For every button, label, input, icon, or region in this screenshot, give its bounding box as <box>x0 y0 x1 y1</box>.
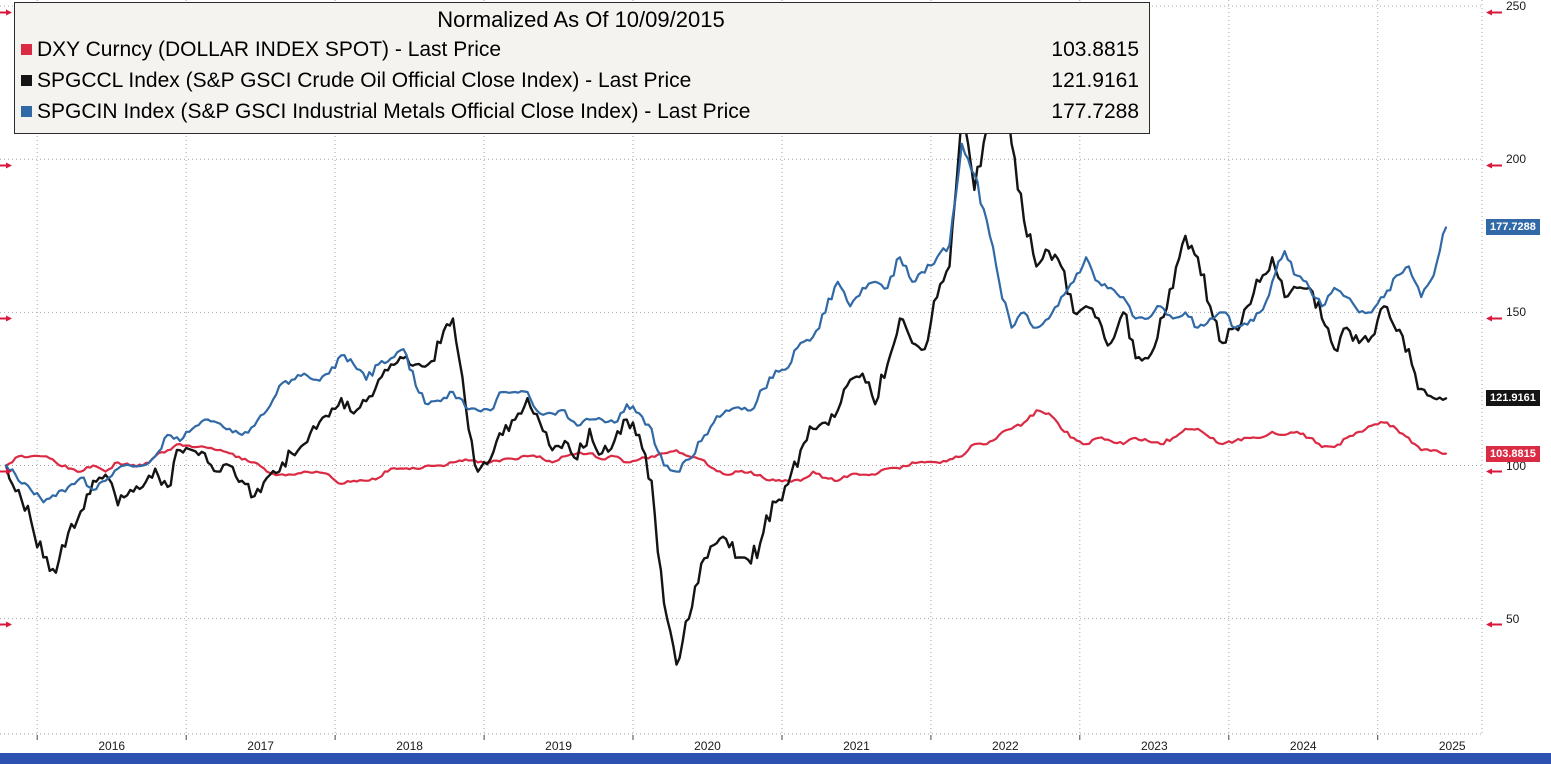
x-axis-year-label: 2025 <box>1438 739 1466 753</box>
y-axis-left-tick-icon <box>0 156 12 169</box>
y-axis-tick-arrow-icon <box>1486 3 1502 16</box>
gridlines <box>0 0 1483 735</box>
y-axis-left-tick-icon <box>0 615 12 628</box>
y-axis-tick-arrow-icon <box>1486 156 1502 169</box>
y-axis-tick-label: 100 <box>1506 458 1527 473</box>
dxy-series-marker-icon <box>21 44 32 55</box>
x-axis-year-label: 2020 <box>694 739 721 753</box>
last-price-badge-spgccl: 121.9161 <box>1486 390 1540 407</box>
y-axis-tick-label: 250 <box>1506 0 1527 14</box>
spgccl-series-label: SPGCCL Index (S&P GSCI Crude Oil Officia… <box>37 69 692 92</box>
y-axis-tick-label: 150 <box>1506 305 1527 320</box>
y-axis-tick-label: 200 <box>1506 152 1527 167</box>
spgccl-last-price: 121.9161 <box>1051 69 1139 92</box>
x-axis-year-label: 2019 <box>545 739 572 753</box>
y-axis-tick-arrow-icon <box>1486 309 1502 322</box>
last-price-badge-spgcin: 177.7288 <box>1486 219 1540 236</box>
y-axis-left-tick-icon <box>0 309 12 322</box>
y-axis-left-tick-icon <box>0 3 12 16</box>
bottom-taskbar <box>0 753 1551 764</box>
dxy-series-label: DXY Curncy (DOLLAR INDEX SPOT) - Last Pr… <box>37 38 502 61</box>
y-axis-left-tick-icon <box>0 462 12 475</box>
x-axis-year-label: 2016 <box>98 739 126 753</box>
x-axis-year-label: 2024 <box>1289 739 1317 753</box>
x-axis-ticks <box>36 735 1379 740</box>
y-axis-tick-label: 50 <box>1506 611 1520 626</box>
chart-legend: Normalized As Of 10/09/2015 DXY Curncy (… <box>14 2 1150 134</box>
series-line-spgccl <box>5 20 1448 666</box>
y-axis-tick-arrow-icon <box>1486 462 1502 475</box>
legend-row-spgcin[interactable]: SPGCIN Index (S&P GSCI Industrial Metals… <box>21 96 1141 127</box>
spgccl-series-marker-icon <box>21 75 32 86</box>
legend-title: Normalized As Of 10/09/2015 <box>437 7 725 32</box>
x-axis-year-label: 2017 <box>247 739 274 753</box>
spgcin-series-marker-icon <box>21 106 32 117</box>
series-line-dxy <box>5 409 1448 485</box>
x-axis-year-label: 2018 <box>396 739 423 753</box>
x-axis-year-label: 2021 <box>843 739 870 753</box>
spgcin-last-price: 177.7288 <box>1051 100 1139 123</box>
x-axis-year-label: 2022 <box>992 739 1019 753</box>
series-line-spgcin <box>5 142 1448 504</box>
last-price-badge-dxy: 103.8815 <box>1486 445 1540 462</box>
x-axis-year-label: 2023 <box>1140 739 1168 753</box>
dxy-last-price: 103.8815 <box>1051 38 1139 61</box>
legend-row-spgccl[interactable]: SPGCCL Index (S&P GSCI Crude Oil Officia… <box>21 65 1141 96</box>
y-axis-tick-arrow-icon <box>1486 615 1502 628</box>
legend-row-dxy[interactable]: DXY Curncy (DOLLAR INDEX SPOT) - Last Pr… <box>21 34 1141 65</box>
spgcin-series-label: SPGCIN Index (S&P GSCI Industrial Metals… <box>37 100 751 123</box>
